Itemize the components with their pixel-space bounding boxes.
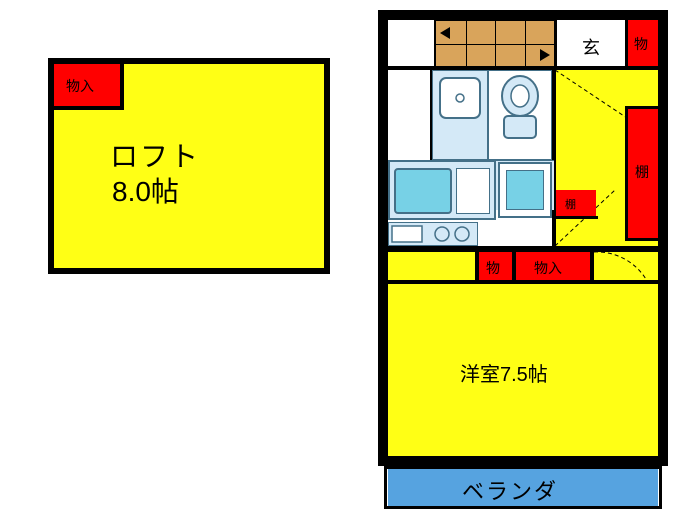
stairs	[435, 20, 555, 68]
entry-label: 玄	[582, 34, 600, 60]
storage-large-label: 物入	[534, 258, 562, 278]
bath-tub	[394, 168, 452, 214]
toilet-fixture	[490, 74, 550, 156]
loft-storage-label: 物入	[66, 76, 94, 96]
balcony-label: ベランダ	[462, 474, 558, 506]
entry-storage-label: 物	[634, 34, 648, 54]
sink-fixture	[436, 76, 484, 124]
loft-title-line1: ロフト	[110, 135, 200, 175]
window-track	[400, 456, 646, 466]
loft-title-line2: 8.0帖	[112, 170, 179, 210]
washer-pan	[498, 162, 552, 218]
small-shelf-label: 棚	[565, 196, 576, 212]
living-room-label: 洋室7.5帖	[460, 358, 548, 387]
shelf-label: 棚	[635, 162, 649, 182]
small-shelf	[556, 190, 596, 218]
kitchen-fixture	[390, 224, 476, 244]
storage-small-label: 物	[486, 258, 500, 278]
